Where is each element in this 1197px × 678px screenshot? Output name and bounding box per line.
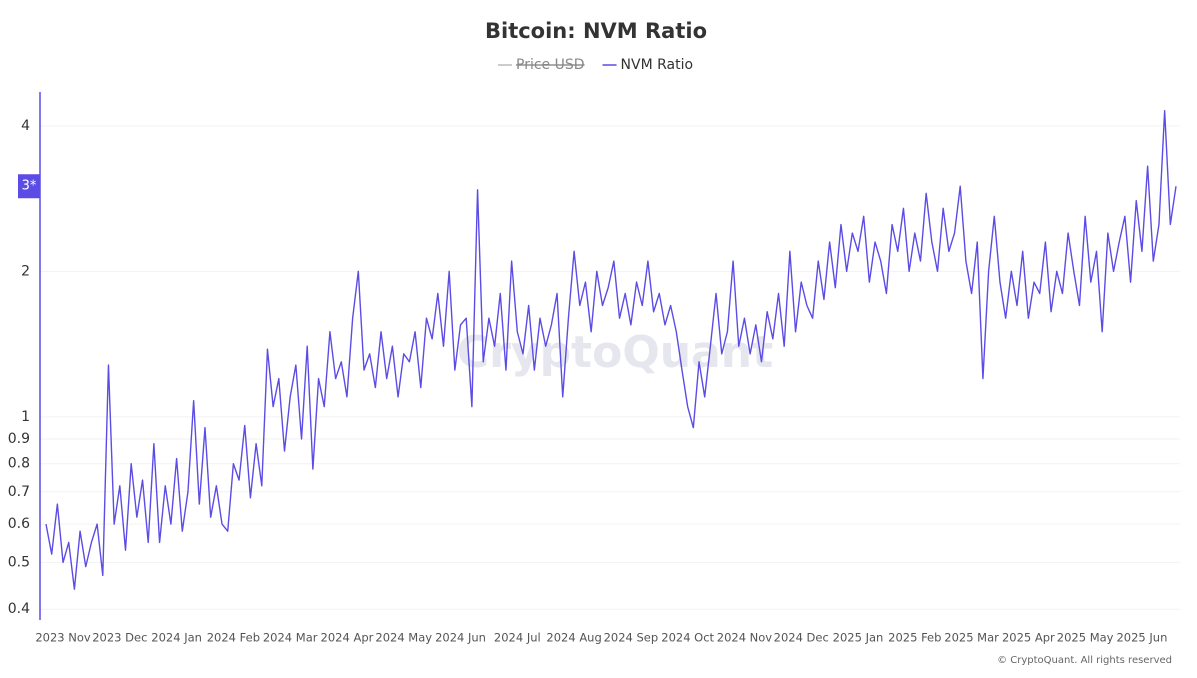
y-marker-box <box>18 174 40 199</box>
x-tick-label: 2025 Jun <box>1116 631 1167 645</box>
x-tick-label: 2024 Oct <box>661 631 714 645</box>
x-tick-label: 2024 Nov <box>717 631 773 645</box>
y-tick-label: 0.6 <box>8 516 30 532</box>
chart-title: Bitcoin: NVM Ratio <box>485 19 707 43</box>
x-tick-label: 2024 Apr <box>321 631 374 645</box>
y-tick-label: 4 <box>21 118 30 134</box>
x-tick-label: 2024 Aug <box>546 631 601 645</box>
x-tick-label: 2025 May <box>1057 631 1114 645</box>
y-tick-label: 0.7 <box>8 484 30 500</box>
x-tick-label: 2024 Mar <box>263 631 318 645</box>
x-tick-label: 2024 May <box>375 631 432 645</box>
x-tick-label: 2024 Jun <box>435 631 486 645</box>
y-tick-label: 0.4 <box>8 601 30 617</box>
x-tick-label: 2023 Nov <box>35 631 91 645</box>
x-tick-label: 2025 Mar <box>944 631 999 645</box>
y-tick-label: 0.9 <box>8 431 30 447</box>
y-tick-label: 0.8 <box>8 456 30 472</box>
y-tick-label: 0.5 <box>8 554 30 570</box>
x-tick-label: 2024 Jul <box>494 631 541 645</box>
x-tick-label: 2024 Sep <box>604 631 659 645</box>
footer: © CryptoQuant. All rights reserved <box>997 655 1172 666</box>
x-tick-label: 2025 Apr <box>1002 631 1055 645</box>
x-tick-label: 2024 Jan <box>151 631 202 645</box>
legend-label: NVM Ratio <box>621 57 694 73</box>
y-marker-label: 3* <box>22 179 37 194</box>
y-tick-label: 1 <box>21 409 30 425</box>
x-tick-label: 2025 Jan <box>833 631 884 645</box>
x-tick-label: 2024 Dec <box>774 631 829 645</box>
x-tick-label: 2023 Dec <box>92 631 147 645</box>
x-tick-label: 2024 Feb <box>207 631 260 645</box>
data-line <box>45 109 1177 590</box>
y-tick-label: 2 <box>21 263 30 279</box>
x-tick-label: 2025 Feb <box>888 631 941 645</box>
